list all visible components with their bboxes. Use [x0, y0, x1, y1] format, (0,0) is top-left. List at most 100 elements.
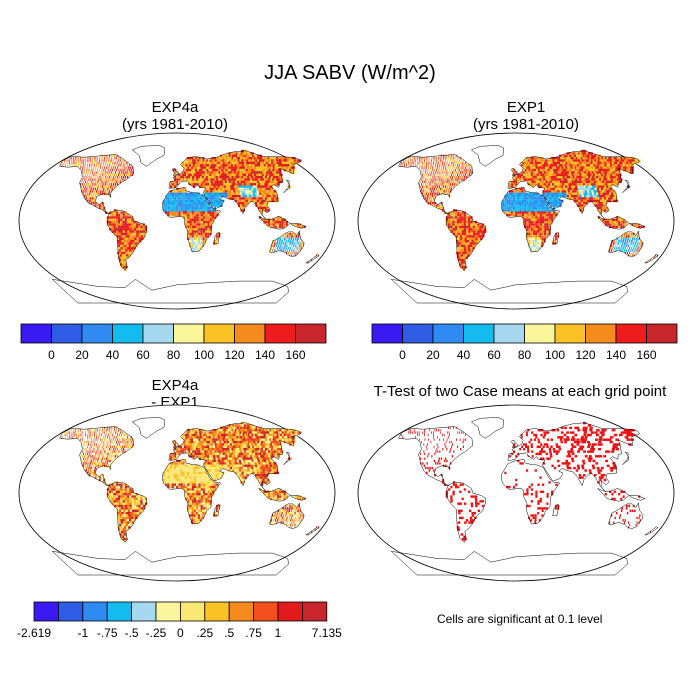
grid-cell — [203, 216, 206, 219]
grid-cell — [196, 213, 199, 217]
grid-cell — [511, 168, 514, 172]
grid-cell — [611, 164, 616, 167]
grid-cell — [67, 161, 68, 165]
grid-cell — [540, 185, 543, 188]
grid-cell — [569, 168, 573, 172]
grid-cell — [271, 244, 273, 248]
grid-cell — [92, 431, 93, 434]
grid-cell — [267, 199, 271, 203]
grid-cell — [140, 228, 143, 231]
grid-cell — [601, 176, 606, 179]
grid-cell — [439, 183, 441, 186]
grid-cell — [429, 171, 430, 174]
grid-cell — [122, 216, 125, 219]
grid-cell — [544, 190, 548, 193]
grid-cell — [228, 180, 232, 184]
grid-cell — [592, 159, 596, 162]
grid-cell — [116, 159, 118, 162]
grid-cell — [515, 190, 518, 193]
grid-cell — [289, 166, 294, 169]
grid-cell — [521, 194, 524, 198]
grid-cell — [200, 232, 203, 236]
grid-cell — [216, 178, 219, 181]
grid-cell — [249, 436, 253, 439]
grid-cell — [191, 194, 194, 198]
grid-cell — [98, 157, 100, 160]
grid-cell — [546, 173, 549, 176]
grid-cell — [242, 178, 245, 181]
grid-cell — [274, 225, 277, 229]
grid-cell — [174, 190, 177, 193]
grid-cell — [557, 166, 561, 169]
grid-cell — [445, 223, 449, 226]
grid-cell — [574, 152, 578, 155]
grid-cell — [614, 173, 618, 176]
grid-cell — [127, 232, 130, 236]
grid-cell — [464, 232, 467, 236]
grid-cell — [169, 192, 172, 195]
grid-cell — [565, 190, 569, 193]
grid-cell — [102, 431, 104, 434]
grid-cell — [624, 223, 627, 226]
grid-cell — [608, 199, 612, 203]
grid-cell — [451, 157, 453, 160]
grid-cell — [127, 168, 129, 172]
grid-cell — [251, 187, 255, 191]
grid-cell — [105, 192, 108, 195]
grid-cell — [119, 164, 121, 167]
grid-cell — [248, 166, 252, 169]
grid-cell — [604, 166, 608, 169]
grid-cell — [560, 168, 564, 172]
grid-cell — [220, 438, 224, 441]
grid-cell — [173, 206, 177, 210]
grid-cell — [604, 164, 608, 167]
grid-cell — [532, 159, 535, 162]
grid-cell — [528, 204, 531, 207]
grid-cell — [457, 228, 460, 231]
grid-cell — [570, 154, 574, 158]
grid-cell — [275, 180, 279, 184]
grid-cell — [556, 185, 560, 188]
grid-cell — [431, 166, 433, 169]
grid-cell — [565, 166, 568, 169]
grid-cell — [523, 190, 526, 193]
grid-cell — [515, 197, 518, 200]
grid-cell — [241, 190, 245, 193]
grid-cell — [99, 185, 101, 188]
grid-cell — [69, 429, 71, 432]
grid-cell — [467, 240, 470, 243]
grid-cell — [230, 424, 234, 427]
grid-cell — [167, 204, 170, 207]
grid-cell — [600, 166, 604, 169]
grid-cell — [88, 192, 91, 195]
grid-cell — [270, 176, 275, 179]
grid-cell — [213, 173, 216, 176]
grid-cell — [276, 166, 280, 169]
grid-cell — [110, 161, 111, 165]
grid-cell — [538, 159, 541, 162]
grid-cell — [547, 161, 550, 165]
grid-cell — [528, 216, 531, 219]
grid-cell — [174, 185, 177, 188]
grid-cell — [438, 164, 440, 167]
grid-cell — [598, 202, 601, 205]
grid-cell — [233, 176, 237, 179]
grid-cell — [178, 194, 181, 198]
grid-cell — [216, 190, 219, 193]
grid-cell — [311, 258, 313, 262]
grid-cell — [573, 164, 577, 167]
grid-cell — [79, 164, 81, 167]
grid-cell — [583, 202, 586, 205]
grid-cell — [532, 232, 535, 236]
grid-cell — [111, 157, 112, 160]
grid-cell — [85, 436, 86, 439]
grid-cell — [284, 244, 286, 248]
grid-cell — [215, 187, 219, 191]
grid-cell — [169, 194, 172, 198]
grid-cell — [182, 211, 185, 214]
grid-cell — [581, 194, 585, 198]
grid-cell — [226, 426, 230, 430]
grid-cell — [457, 230, 460, 233]
grid-cell — [562, 185, 566, 188]
grid-cell — [187, 232, 190, 236]
